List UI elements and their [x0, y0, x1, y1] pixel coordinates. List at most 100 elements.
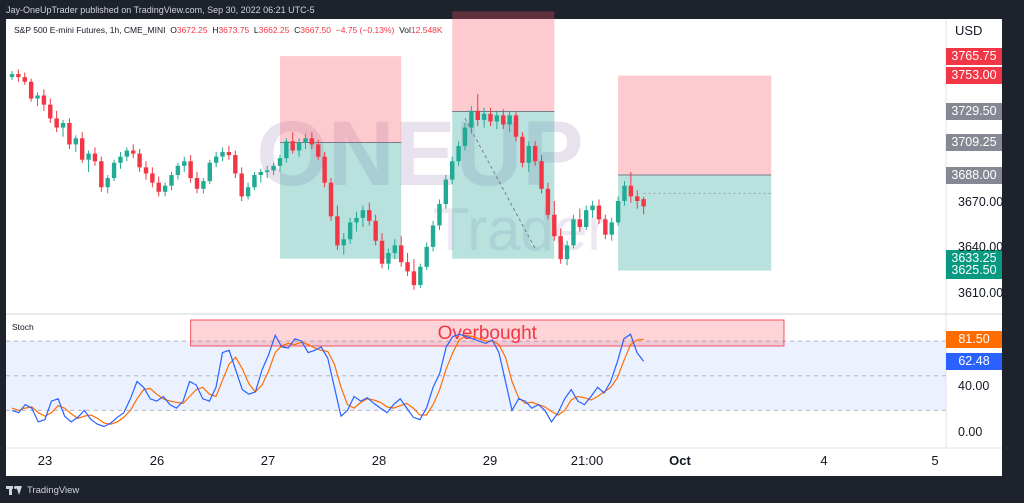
candle-body[interactable]	[156, 182, 161, 192]
candle-body[interactable]	[564, 245, 570, 260]
candle-body[interactable]	[609, 222, 614, 235]
candle-body[interactable]	[347, 222, 353, 240]
candle-body[interactable]	[35, 95, 40, 99]
stoch-value-tag[interactable]: 81.50	[946, 330, 1002, 348]
candle-body[interactable]	[258, 171, 264, 175]
price-tag[interactable]: 3688.00	[946, 166, 1002, 184]
stop-loss-zone[interactable]	[618, 75, 772, 175]
symbol-info-line[interactable]: S&P 500 E-mini Futures, 1h, CME_MINI O36…	[14, 25, 443, 35]
stoch-pane[interactable]: Overbought	[6, 319, 946, 428]
candle-body[interactable]	[220, 152, 225, 157]
take-profit-zone[interactable]	[618, 175, 772, 271]
candle-body[interactable]	[201, 181, 206, 189]
price-tag[interactable]: 3709.25	[946, 134, 1002, 151]
candle-body[interactable]	[552, 214, 557, 237]
candle-body[interactable]	[111, 162, 117, 179]
candle-body[interactable]	[175, 165, 181, 175]
candle-body[interactable]	[367, 210, 372, 221]
candle-body[interactable]	[513, 115, 519, 137]
stoch-value-tag[interactable]: 62.48	[946, 352, 1002, 370]
candle-body[interactable]	[67, 123, 72, 145]
candle-body[interactable]	[328, 182, 334, 217]
candle-body[interactable]	[41, 95, 47, 105]
stop-loss-zone[interactable]	[279, 56, 402, 143]
candle-body[interactable]	[603, 219, 608, 235]
price-tag[interactable]: 3729.50	[946, 103, 1002, 121]
candle-body[interactable]	[507, 115, 512, 125]
candle-body[interactable]	[188, 161, 193, 179]
candle-body[interactable]	[79, 138, 85, 160]
stoch-k-line[interactable]	[11, 333, 645, 428]
candle-body[interactable]	[226, 152, 232, 156]
main-pane[interactable]: ONEUPTrader	[9, 11, 772, 290]
take-profit-zone[interactable]	[279, 142, 402, 259]
candle-body[interactable]	[9, 74, 15, 78]
candle-body[interactable]	[373, 220, 378, 241]
candle-body[interactable]	[520, 136, 525, 163]
candle-body[interactable]	[443, 179, 449, 205]
candle-body[interactable]	[60, 123, 66, 128]
candle-body[interactable]	[558, 236, 563, 260]
candle-body[interactable]	[213, 156, 219, 163]
candle-body[interactable]	[322, 156, 327, 183]
candle-body[interactable]	[398, 245, 404, 263]
candle-body[interactable]	[143, 167, 149, 174]
symbol-name[interactable]: S&P 500 E-mini Futures, 1h, CME_MINI	[14, 25, 166, 35]
candle-body[interactable]	[501, 115, 506, 125]
trend-dashed-line[interactable]	[464, 118, 536, 249]
candle-body[interactable]	[48, 104, 53, 119]
candle-body[interactable]	[118, 156, 123, 163]
price-tag[interactable]: 3765.75	[946, 47, 1002, 65]
candle-body[interactable]	[22, 77, 27, 82]
candle-body[interactable]	[162, 185, 168, 192]
candle-body[interactable]	[405, 262, 410, 272]
candle-body[interactable]	[411, 271, 417, 286]
candle-body[interactable]	[494, 115, 500, 122]
candle-body[interactable]	[73, 138, 78, 145]
candle-body[interactable]	[360, 210, 366, 218]
take-profit-zone[interactable]	[452, 111, 555, 259]
candle-body[interactable]	[54, 118, 59, 128]
candle-body[interactable]	[150, 173, 155, 183]
candle-body[interactable]	[265, 170, 270, 172]
candle-body[interactable]	[169, 175, 174, 186]
candle-body[interactable]	[430, 225, 436, 247]
candle-body[interactable]	[296, 142, 302, 151]
price-tag[interactable]: 3753.00	[946, 67, 1002, 85]
candle-body[interactable]	[316, 144, 321, 157]
candle-body[interactable]	[437, 204, 442, 226]
currency-label[interactable]: USD	[955, 23, 983, 38]
candle-body[interactable]	[622, 185, 627, 201]
candle-body[interactable]	[277, 158, 283, 166]
candle-body[interactable]	[303, 138, 308, 143]
candle-body[interactable]	[577, 219, 583, 227]
indicator-label[interactable]: Stoch	[12, 322, 34, 332]
candle-body[interactable]	[86, 153, 91, 160]
candle-body[interactable]	[379, 240, 385, 264]
candle-body[interactable]	[456, 145, 461, 162]
candle-body[interactable]	[481, 113, 487, 120]
candle-body[interactable]	[245, 187, 251, 197]
candle-body[interactable]	[105, 178, 110, 188]
candle-body[interactable]	[341, 239, 346, 246]
tradingview-footer[interactable]: TradingView	[6, 485, 79, 496]
candle-body[interactable]	[252, 175, 257, 188]
candle-body[interactable]	[469, 110, 474, 128]
candle-body[interactable]	[309, 138, 315, 145]
candle-body[interactable]	[526, 145, 531, 163]
candle-body[interactable]	[615, 201, 621, 223]
candle-body[interactable]	[424, 246, 429, 267]
candle-body[interactable]	[571, 219, 576, 246]
candle-body[interactable]	[194, 178, 200, 189]
candle-body[interactable]	[418, 266, 423, 286]
candle-body[interactable]	[386, 253, 391, 264]
candle-body[interactable]	[131, 150, 136, 154]
candle-body[interactable]	[137, 153, 142, 168]
stop-loss-zone[interactable]	[452, 11, 555, 112]
candle-body[interactable]	[392, 245, 397, 253]
candle-body[interactable]	[271, 165, 276, 171]
candle-body[interactable]	[596, 205, 602, 220]
candle-body[interactable]	[539, 161, 544, 189]
candle-body[interactable]	[545, 188, 551, 215]
candle-body[interactable]	[488, 113, 493, 122]
